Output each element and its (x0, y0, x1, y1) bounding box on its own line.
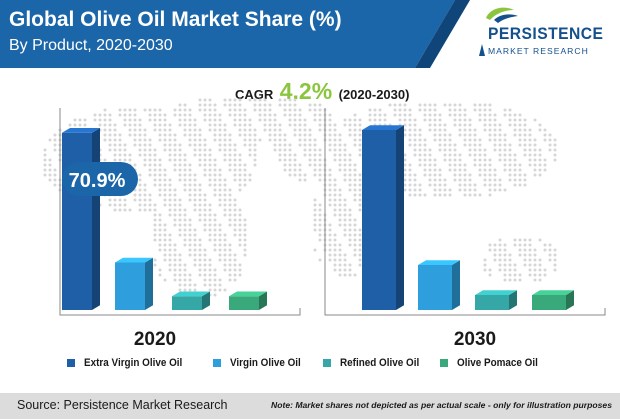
callout-bubble (62, 162, 138, 196)
bar-top-2030-3 (532, 290, 574, 295)
cagr-callout: CAGR 4.2% (2020-2030) (235, 78, 409, 105)
bar-2030-3 (532, 295, 566, 310)
legend-label: Virgin Olive Oil (230, 357, 301, 369)
bar-top-2020-2 (172, 291, 210, 297)
legend-label: Extra Virgin Olive Oil (84, 357, 183, 369)
legend-item-refined: Refined Olive Oil (323, 357, 428, 369)
bar-top-2020-1 (115, 257, 153, 263)
bar-2030-2 (475, 295, 509, 310)
legend-label: Olive Pomace Oil (457, 357, 538, 369)
bar-side-2030-2 (509, 290, 517, 310)
bar-top-2020-3 (229, 291, 267, 297)
bar-side-2020-1 (145, 257, 153, 310)
legend-swatch (323, 359, 331, 367)
banner-shape (0, 0, 470, 68)
legend-item-virgin: Virgin Olive Oil (213, 357, 309, 369)
bar-2030-1 (418, 265, 452, 310)
legend-swatch (440, 359, 448, 367)
bar-side-2020-3 (259, 291, 267, 310)
bar-2030-0 (362, 130, 396, 310)
bar-2020-0 (62, 132, 92, 310)
chart-title: Global Olive Oil Market Share (%) (9, 8, 342, 31)
legend-item-pomace: Olive Pomace Oil (440, 357, 547, 369)
bar-side-2030-3 (566, 290, 574, 310)
logo-leaf-icon (479, 7, 518, 56)
scale-note: Note: Market shares not depicted as per … (271, 400, 612, 410)
cagr-period: (2020-2030) (338, 87, 410, 102)
legend-swatch (67, 359, 75, 367)
source-text: Source: Persistence Market Research (17, 398, 228, 412)
panel-axis (324, 108, 606, 316)
bar-2020-3 (229, 296, 259, 310)
bar-side-2030-0 (396, 125, 404, 310)
legend-label: Refined Olive Oil (340, 357, 420, 369)
market-share-chart: 2020 70.9% 2030 (43, 98, 606, 350)
logo-tagline: MARKET RESEARCH (488, 46, 589, 56)
bar-top-2020-0 (62, 127, 100, 133)
bar-top-2030-2 (475, 290, 517, 295)
bar-side-2020-0 (92, 127, 100, 310)
callout-value: 70.9% (69, 170, 126, 192)
legend-item-extra-virgin: Extra Virgin Olive Oil (67, 357, 193, 369)
bar-side-2030-1 (452, 260, 460, 310)
panel-year-label: 2030 (454, 329, 496, 350)
bar-2020-1 (115, 262, 145, 310)
bar-top-2030-1 (418, 260, 460, 265)
bar-2020-2 (172, 296, 202, 310)
footer-bar: Source: Persistence Market Research Note… (0, 393, 620, 419)
chart-legend: Extra Virgin Olive Oil Virgin Olive Oil … (0, 357, 620, 377)
title-banner: Global Olive Oil Market Share (%) By Pro… (0, 0, 470, 68)
cagr-label: CAGR (235, 87, 274, 102)
chart-subtitle: By Product, 2020-2030 (9, 37, 173, 54)
logo-wordmark: PERSISTENCE (488, 24, 604, 43)
panel-year-label: 2020 (134, 329, 176, 350)
bar-top-2030-0 (362, 125, 404, 130)
cagr-value: 4.2% (279, 78, 333, 104)
bar-side-2020-2 (202, 291, 210, 310)
legend-swatch (213, 359, 221, 367)
panel-axis (59, 108, 301, 316)
company-logo: PERSISTENCE MARKET RESEARCH (470, 6, 610, 76)
